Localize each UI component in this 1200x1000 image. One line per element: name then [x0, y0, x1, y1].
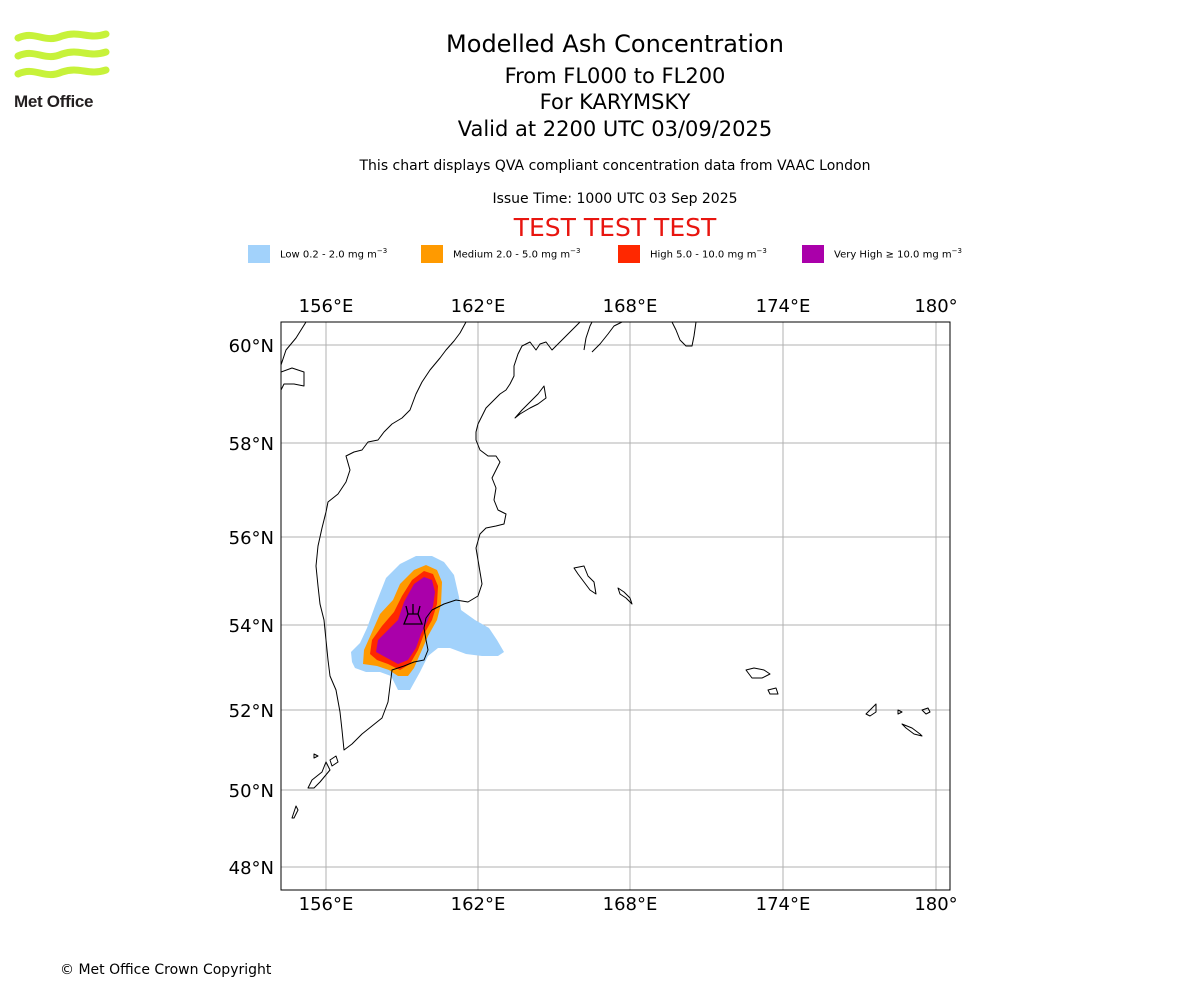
lat-tick-label: 56°N — [229, 528, 274, 549]
lon-tick-label-bottom: 156°E — [299, 894, 354, 915]
axis-labels: 156°E 156°E 162°E 162°E 168°E 168°E 174°E 174°E… — [229, 296, 958, 915]
volcano-icon — [403, 604, 423, 625]
kamchatka-coastline — [281, 322, 581, 751]
lat-tick-label: 52°N — [229, 701, 274, 722]
medny-island — [617, 587, 633, 605]
legend-label-high: High 5.0 - 10.0 mg m — [650, 249, 757, 261]
bering-island — [573, 565, 597, 595]
lon-tick-label-bottom: 174°E — [756, 894, 811, 915]
legend-swatch-low — [248, 245, 270, 263]
lat-tick-label: 50°N — [229, 781, 274, 802]
kuril-islands — [291, 753, 339, 819]
copyright-notice: © Met Office Crown Copyright — [60, 962, 272, 978]
coastlines — [281, 322, 931, 819]
kamchatka-west-inlet — [281, 367, 305, 391]
graticule — [281, 322, 950, 890]
legend-item-very-high: Very High ≥ 10.0 mg m−3 — [802, 244, 962, 264]
chart-title: Modelled Ash Concentration — [446, 30, 784, 58]
met-office-logo — [14, 30, 110, 79]
issue-time: Issue Time: 1000 UTC 03 Sep 2025 — [492, 191, 738, 207]
lon-tick-label-top: 162°E — [451, 296, 506, 317]
aleutian-rat-islands — [865, 703, 931, 737]
compliance-note: This chart displays QVA compliant concen… — [359, 158, 871, 174]
aleutian-semichi — [767, 687, 779, 695]
legend-item-medium: Medium 2.0 - 5.0 mg m−3 — [421, 244, 580, 264]
map-frame — [280, 321, 951, 891]
valid-time: Valid at 2200 UTC 03/09/2025 — [457, 117, 773, 141]
lon-tick-label-top: 156°E — [299, 296, 354, 317]
legend-label-low: Low 0.2 - 2.0 mg m — [280, 249, 377, 261]
legend-swatch-medium — [421, 245, 443, 263]
legend-label-very-high: Very High ≥ 10.0 mg m — [834, 249, 952, 261]
legend-label-medium: Medium 2.0 - 5.0 mg m — [453, 249, 571, 261]
lon-tick-label-bottom: 162°E — [451, 894, 506, 915]
lon-tick-label-bottom: 168°E — [603, 894, 658, 915]
legend-item-low: Low 0.2 - 2.0 mg m−3 — [248, 244, 387, 264]
lon-tick-label-top: 180° — [914, 296, 957, 317]
met-office-wordmark: Met Office — [14, 92, 94, 111]
lon-tick-label-top: 174°E — [756, 296, 811, 317]
lat-tick-label: 58°N — [229, 434, 274, 455]
karaginsky-island — [514, 385, 547, 419]
lon-tick-label-top: 168°E — [603, 296, 658, 317]
legend-swatch-high — [618, 245, 640, 263]
koryak-coast — [583, 322, 697, 353]
lat-tick-label: 54°N — [229, 616, 274, 637]
aleutian-near-islands — [745, 667, 771, 679]
legend-swatch-very-high — [802, 245, 824, 263]
test-banner: TEST TEST TEST — [513, 213, 717, 242]
flight-level-range: From FL000 to FL200 — [504, 64, 726, 88]
lat-tick-label: 60°N — [229, 336, 274, 357]
legend: Low 0.2 - 2.0 mg m−3 Medium 2.0 - 5.0 mg… — [0, 244, 1200, 264]
legend-item-high: High 5.0 - 10.0 mg m−3 — [618, 244, 767, 264]
lat-tick-label: 48°N — [229, 858, 274, 879]
lon-tick-label-bottom: 180° — [914, 894, 957, 915]
volcano-name: For KARYMSKY — [539, 90, 691, 114]
